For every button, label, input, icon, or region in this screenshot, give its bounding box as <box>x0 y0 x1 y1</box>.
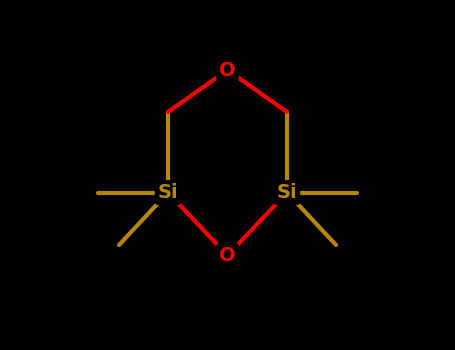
Text: O: O <box>219 61 236 79</box>
Text: Si: Si <box>277 183 297 202</box>
Text: Si: Si <box>158 183 178 202</box>
Text: O: O <box>219 246 236 265</box>
